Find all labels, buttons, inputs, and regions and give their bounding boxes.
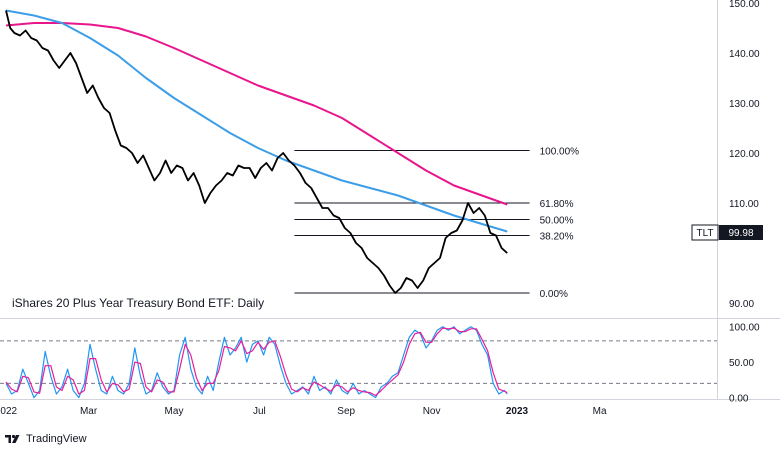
fib-level-label: 61.80%: [540, 199, 574, 210]
price-tick-label: 140.00: [729, 49, 760, 60]
time-axis[interactable]: 2022 Mar May Jul Sep Nov 2023 Ma: [0, 406, 607, 417]
time-tick-label: May: [165, 406, 184, 417]
sma-200-line[interactable]: [5, 22, 508, 206]
price-tick-label: 120.00: [729, 149, 760, 160]
oscillator-pane[interactable]: [0, 326, 717, 399]
time-tick-label: Sep: [337, 406, 355, 417]
price-tick-label: 150.00: [729, 0, 760, 10]
price-tick-label: 110.00: [729, 199, 759, 210]
fibonacci-retracement[interactable]: 100.00% 61.80% 50.00% 38.20% 0.00%: [294, 147, 579, 301]
price-tick-label: 90.00: [729, 299, 754, 310]
time-tick-label: Nov: [423, 406, 441, 417]
tradingview-logo[interactable]: TradingView: [4, 433, 87, 445]
brand-name: TradingView: [26, 433, 87, 445]
sma-100-line[interactable]: [5, 9, 508, 233]
oscillator-tick-label: 100.00: [729, 323, 760, 334]
chart-title: iShares 20 Plus Year Treasury Bond ETF: …: [12, 296, 264, 310]
price-pane[interactable]: [5, 9, 508, 294]
stoch-d-line[interactable]: [5, 327, 508, 397]
fib-level-label: 38.20%: [540, 232, 574, 243]
oscillator-axis[interactable]: 100.00 50.00 0.00: [729, 323, 760, 405]
last-price-badge: [719, 225, 763, 240]
oscillator-tick-label: 50.00: [729, 358, 754, 369]
price-tick-label: 130.00: [729, 99, 760, 110]
time-tick-label: Mar: [80, 406, 98, 417]
time-tick-label: Ma: [593, 406, 607, 417]
price-line[interactable]: [5, 10, 508, 294]
fib-level-label: 50.00%: [540, 216, 574, 227]
last-price-label: TLT 99.98: [691, 224, 763, 241]
symbol-tag: [691, 224, 719, 241]
stoch-k-line[interactable]: [5, 326, 508, 399]
symbol-tag-text: TLT: [696, 228, 713, 239]
tradingview-icon: [5, 434, 20, 443]
fib-level-label: 0.00%: [540, 289, 568, 300]
price-axis[interactable]: 150.00 140.00 130.00 120.00 110.00 90.00: [729, 0, 760, 310]
time-tick-label: Jul: [253, 406, 266, 417]
fib-level-label: 100.00%: [540, 147, 580, 158]
oscillator-tick-label: 0.00: [729, 394, 749, 405]
time-tick-label: 2022: [0, 406, 18, 417]
time-tick-label: 2023: [506, 406, 529, 417]
last-price-value: 99.98: [728, 228, 753, 239]
